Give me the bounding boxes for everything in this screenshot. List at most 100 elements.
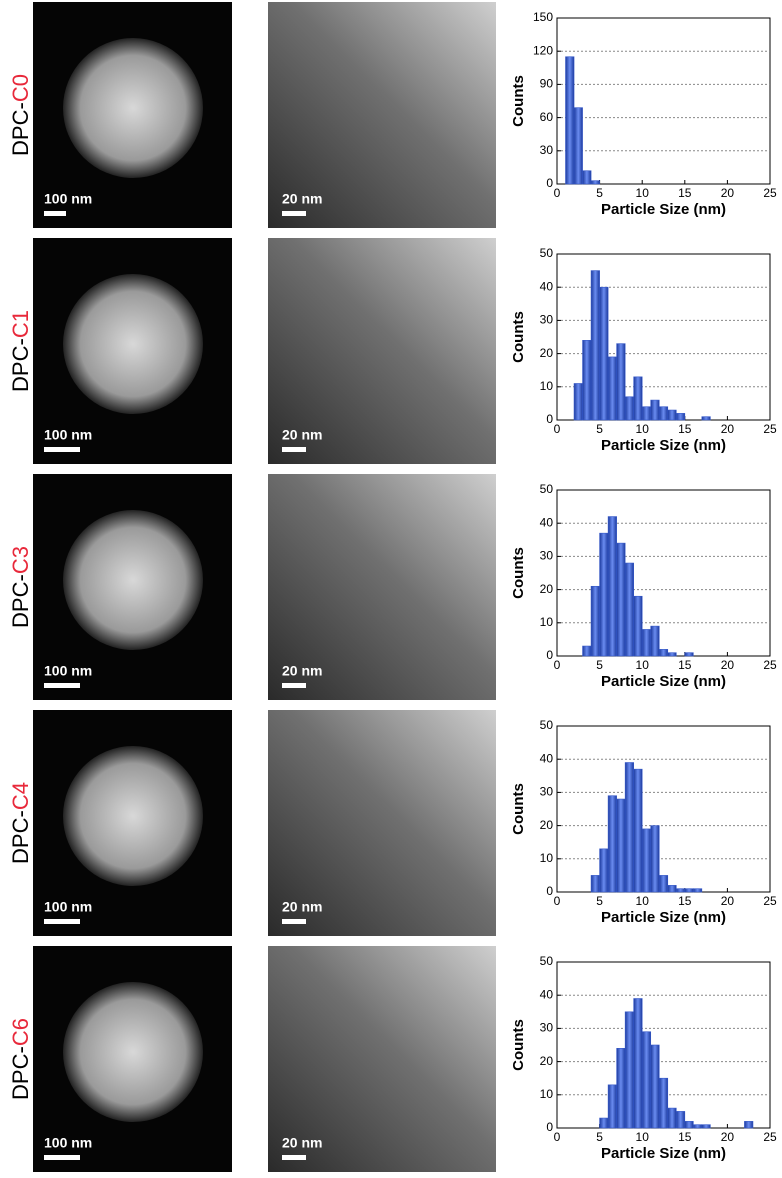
particle — [63, 746, 203, 886]
bar — [650, 825, 660, 893]
y-axis-label: Counts — [510, 547, 527, 599]
bar — [582, 645, 592, 657]
scale-bar — [282, 683, 306, 688]
sample-id: C4 — [8, 782, 33, 810]
x-tick-label: 0 — [554, 1130, 561, 1144]
bar — [590, 585, 600, 657]
y-tick-label: 40 — [540, 279, 554, 293]
y-tick-label: 10 — [540, 615, 554, 629]
bar — [701, 1124, 711, 1129]
bar — [658, 875, 669, 893]
scale-bar — [44, 919, 80, 924]
x-tick-label: 0 — [554, 186, 561, 200]
particle — [63, 982, 203, 1122]
y-tick-label: 60 — [540, 110, 554, 124]
tem-image — [268, 474, 496, 700]
bar — [624, 396, 634, 421]
bar — [582, 340, 592, 421]
y-tick-label: 50 — [540, 482, 554, 496]
scale-label: 100 nm — [44, 1135, 92, 1151]
x-tick-label: 10 — [636, 894, 650, 908]
x-tick-label: 25 — [763, 1130, 777, 1144]
y-tick-label: 10 — [540, 379, 554, 393]
bar — [667, 652, 677, 657]
scale-bar — [282, 919, 306, 924]
x-tick-label: 5 — [596, 186, 603, 200]
bar — [616, 1048, 626, 1129]
scale-bar — [282, 211, 306, 216]
y-tick-label: 20 — [540, 818, 554, 832]
bar — [633, 376, 643, 421]
tem-image — [268, 946, 496, 1172]
x-tick-label: 10 — [636, 422, 650, 436]
bar — [590, 180, 600, 185]
bar — [607, 795, 617, 893]
bar — [590, 875, 600, 893]
y-tick-label: 0 — [546, 1120, 553, 1134]
scale-label: 20 nm — [282, 899, 322, 915]
y-axis-label: Counts — [510, 311, 527, 363]
bar — [650, 625, 660, 657]
y-axis-label: Counts — [510, 75, 527, 127]
bar — [607, 516, 617, 657]
x-tick-label: 5 — [596, 894, 603, 908]
x-tick-label: 20 — [721, 1130, 735, 1144]
bar — [599, 848, 609, 893]
bar — [616, 798, 626, 893]
bar — [624, 1011, 634, 1129]
bar — [684, 888, 694, 893]
x-tick-label: 5 — [596, 1130, 603, 1144]
row-label: DPC-C6 — [8, 1018, 33, 1100]
y-tick-label: 20 — [540, 582, 554, 596]
bar — [624, 562, 634, 657]
bar — [633, 595, 643, 657]
x-tick-label: 10 — [636, 658, 650, 672]
y-tick-label: 30 — [540, 313, 554, 327]
tem-image — [268, 238, 496, 464]
y-tick-label: 40 — [540, 515, 554, 529]
x-tick-label: 20 — [721, 186, 735, 200]
x-tick-label: 20 — [721, 658, 735, 672]
y-tick-label: 20 — [540, 346, 554, 360]
plot-frame — [556, 489, 771, 657]
bar — [658, 649, 669, 657]
y-tick-label: 10 — [540, 1087, 554, 1101]
scale-label: 20 nm — [282, 427, 322, 443]
x-axis-label: Particle Size (nm) — [601, 201, 726, 218]
bar — [650, 1044, 660, 1129]
plot-frame — [556, 725, 771, 893]
x-tick-label: 5 — [596, 658, 603, 672]
bar — [599, 1117, 609, 1129]
bar — [658, 406, 669, 421]
bar — [667, 1107, 677, 1129]
scale-bar — [44, 211, 66, 216]
row-label: DPC-C1 — [8, 310, 33, 392]
bar — [573, 107, 583, 185]
row-label: DPC-C3 — [8, 546, 33, 628]
y-axis-label: Counts — [510, 1019, 527, 1071]
x-axis-label: Particle Size (nm) — [601, 1145, 726, 1162]
bar — [684, 1121, 694, 1129]
bar — [684, 652, 694, 657]
bar — [675, 1111, 686, 1129]
bar — [616, 343, 626, 421]
x-axis-label: Particle Size (nm) — [601, 909, 726, 926]
scale-label: 20 nm — [282, 191, 322, 207]
bar — [658, 1077, 669, 1129]
tem-image — [268, 710, 496, 936]
x-tick-label: 10 — [636, 186, 650, 200]
bar — [641, 1031, 652, 1129]
scale-bar — [44, 683, 80, 688]
scale-label: 100 nm — [44, 427, 92, 443]
row-label: DPC-C4 — [8, 782, 33, 864]
scale-label: 100 nm — [44, 899, 92, 915]
y-tick-label: 30 — [540, 143, 554, 157]
y-tick-label: 10 — [540, 851, 554, 865]
y-tick-label: 90 — [540, 77, 554, 91]
x-tick-label: 25 — [763, 422, 777, 436]
sample-id: C6 — [8, 1018, 33, 1046]
row-label: DPC-C0 — [8, 74, 33, 156]
y-tick-label: 120 — [533, 43, 553, 57]
x-tick-label: 15 — [678, 186, 692, 200]
